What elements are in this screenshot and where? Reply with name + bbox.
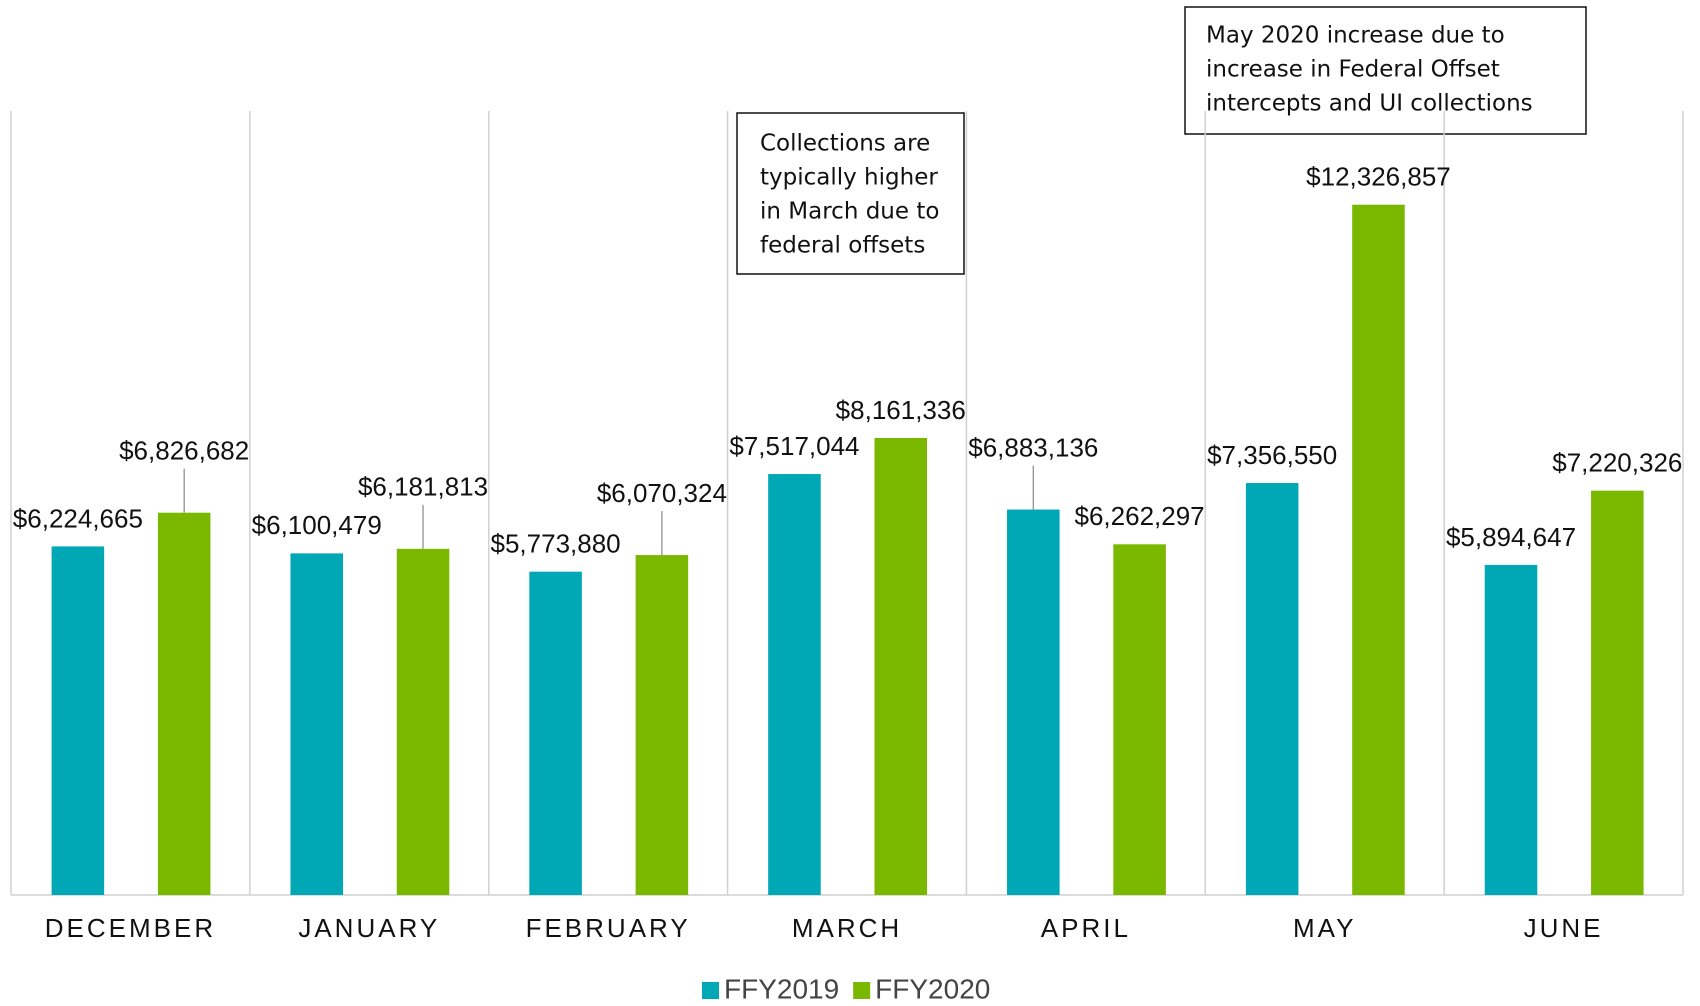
bar (1113, 544, 1166, 895)
bar (1484, 564, 1538, 895)
annotation-text: Collections are (760, 131, 930, 157)
bar (396, 548, 450, 895)
value-label: $12,326,857 (1306, 162, 1451, 192)
legend-label: FFY2020 (875, 973, 990, 1004)
value-label: $6,262,297 (1075, 501, 1205, 531)
legend-label: FFY2019 (724, 973, 839, 1004)
bar (635, 555, 689, 895)
annotation-box (736, 112, 965, 275)
value-label: $5,894,647 (1446, 522, 1576, 552)
x-tick-label: MAY (1293, 913, 1356, 943)
legend-swatch (853, 982, 871, 999)
x-tick-label: JANUARY (298, 913, 440, 943)
bar (1352, 204, 1405, 895)
value-label: $7,356,550 (1207, 440, 1337, 470)
annotation-text: in March due to (760, 199, 939, 225)
annotation-box (1184, 6, 1587, 135)
bar (1591, 490, 1644, 895)
value-label: $7,517,044 (729, 431, 859, 461)
bar (1007, 509, 1060, 895)
value-label: $5,773,880 (491, 529, 621, 559)
bar (157, 512, 211, 895)
bar (529, 571, 582, 895)
x-tick-label: JUNE (1524, 913, 1604, 943)
value-label: $7,220,326 (1552, 448, 1682, 478)
value-label: $6,181,813 (358, 472, 488, 502)
legend-swatch (702, 982, 719, 999)
value-label: $6,883,136 (968, 432, 1098, 462)
value-label: $6,070,324 (597, 478, 727, 508)
bar (768, 474, 821, 895)
annotation-text: federal offsets (760, 233, 925, 259)
bar (1245, 483, 1299, 895)
bar (874, 437, 928, 895)
annotation-text: intercepts and UI collections (1206, 91, 1533, 117)
annotation-text: increase in Federal Offset (1206, 57, 1500, 83)
x-tick-label: DECEMBER (45, 913, 216, 943)
value-label: $6,826,682 (119, 436, 249, 466)
x-tick-label: APRIL (1041, 913, 1131, 943)
x-tick-label: MARCH (792, 913, 902, 943)
annotation-text: typically higher (760, 165, 938, 191)
bar (290, 553, 344, 895)
value-label: $6,100,479 (252, 510, 382, 540)
value-label: $6,224,665 (13, 503, 143, 533)
annotation-text: May 2020 increase due to (1206, 23, 1505, 49)
bar (51, 546, 105, 895)
x-tick-label: FEBRUARY (526, 913, 691, 943)
value-label: $8,161,336 (836, 395, 966, 425)
